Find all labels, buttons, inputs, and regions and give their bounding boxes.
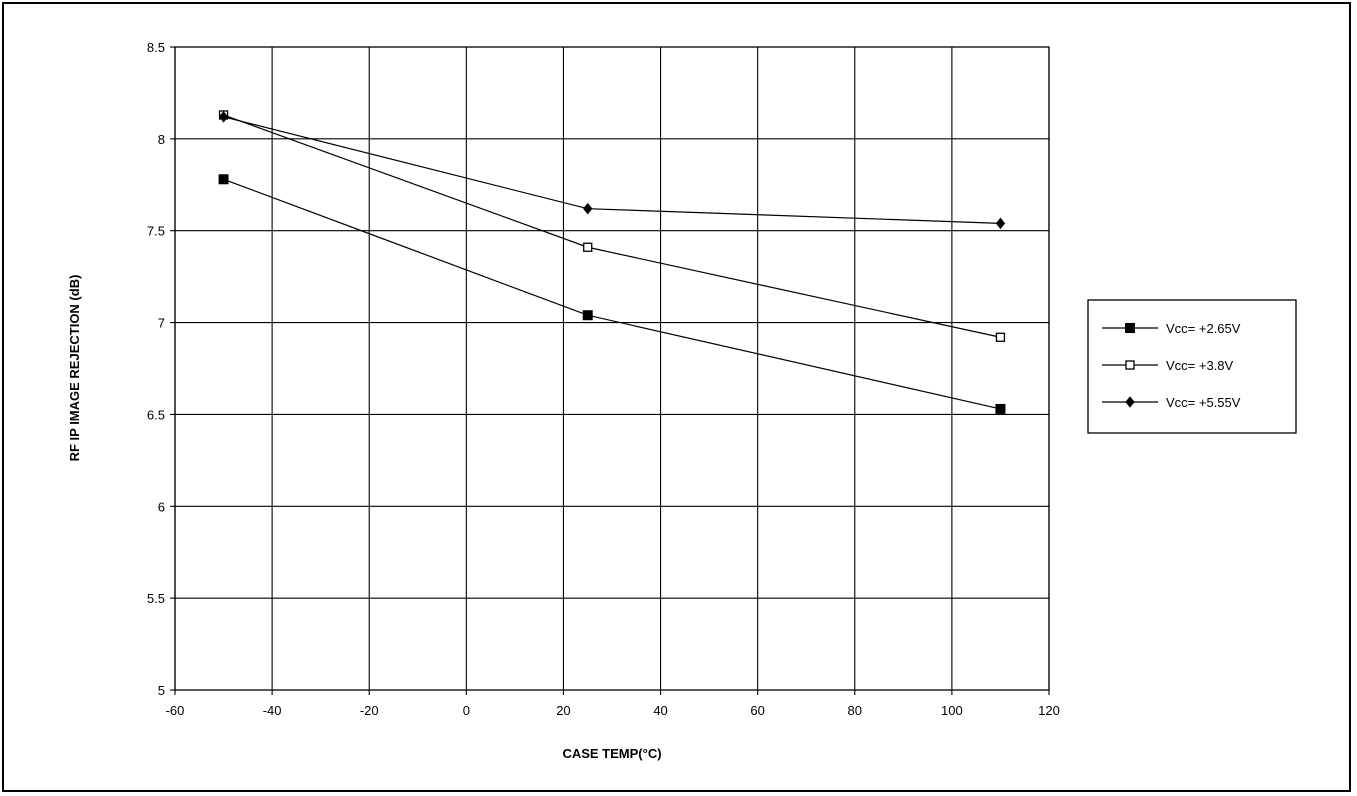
x-tick-label: -40	[263, 703, 282, 718]
data-point	[995, 332, 1006, 342]
legend-item-3: Vcc= +5.55V	[1102, 395, 1241, 410]
y-tick-label: 6	[158, 499, 165, 514]
plot-area-border	[174, 46, 1050, 691]
legend-marker	[1125, 396, 1135, 408]
series-line	[223, 178, 1001, 410]
series-line	[223, 114, 1001, 338]
legend-marker	[1125, 360, 1135, 370]
legend-label: Vcc= +5.55V	[1166, 395, 1241, 410]
data-point	[995, 217, 1006, 230]
x-tick-label: -20	[360, 703, 379, 718]
legend-label: Vcc= +3.8V	[1166, 358, 1234, 373]
x-tick-label: 20	[556, 703, 570, 718]
y-tick-label: 8.5	[147, 40, 165, 55]
x-axis-ticks: -60 -40 -20 0 20 40 60 80 100 120	[166, 690, 1060, 718]
x-tick-label: 40	[653, 703, 667, 718]
legend: Vcc= +2.65V Vcc= +3.8V Vcc= +5.55V	[1087, 299, 1297, 434]
legend-item-2: Vcc= +3.8V	[1102, 358, 1234, 373]
series-line	[223, 116, 1001, 224]
y-tick-label: 7	[158, 316, 165, 331]
x-tick-label: 80	[848, 703, 862, 718]
data-point	[583, 202, 593, 215]
y-tick-label: 5	[158, 683, 165, 698]
data-point	[218, 111, 229, 123]
x-tick-label: 60	[750, 703, 764, 718]
legend-marker	[1125, 323, 1135, 333]
y-axis-title: RF IP IMAGE REJECTION (dB)	[67, 275, 82, 462]
y-tick-label: 6.5	[147, 407, 165, 422]
y-axis-ticks: 5 5.5 6 6.5 7 7.5 8 8.5	[147, 40, 175, 698]
data-point	[218, 174, 229, 185]
series	[218, 110, 1006, 414]
data-point	[995, 403, 1006, 414]
legend-item-1: Vcc= +2.65V	[1102, 321, 1241, 336]
y-tick-label: 8	[158, 132, 165, 147]
y-tick-label: 7.5	[147, 224, 165, 239]
x-axis-title: CASE TEMP(°C)	[562, 746, 661, 761]
legend-label: Vcc= +2.65V	[1166, 321, 1241, 336]
x-tick-label: 100	[941, 703, 963, 718]
x-tick-label: 0	[463, 703, 470, 718]
series-3	[218, 111, 1006, 230]
grid	[174, 46, 1050, 691]
y-tick-label: 5.5	[147, 591, 165, 606]
x-tick-label: -60	[166, 703, 185, 718]
data-point	[583, 242, 593, 252]
series-1	[218, 174, 1006, 414]
legend-box	[1087, 299, 1297, 434]
data-point	[582, 310, 593, 321]
x-tick-label: 120	[1038, 703, 1060, 718]
